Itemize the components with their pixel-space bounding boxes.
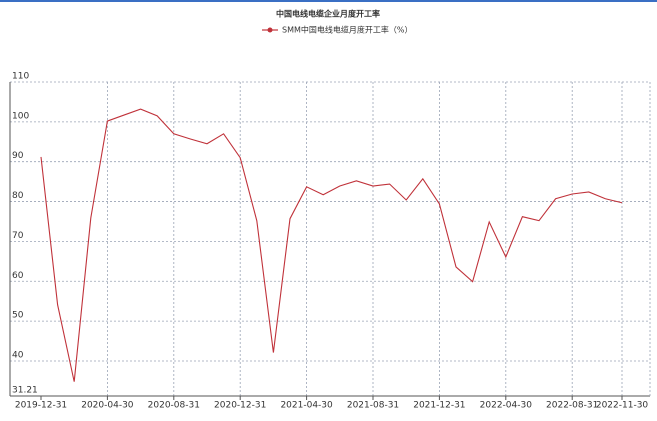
legend-label: SMM中国电线电缆月度开工率（%） [282, 25, 412, 35]
y-tick-label: 60 [12, 271, 24, 281]
x-tick-label: 2020-12-31 [214, 401, 266, 411]
chart-title: 中国电线电缆企业月度开工率 [276, 9, 380, 19]
y-tick-label: 90 [12, 151, 24, 161]
y-tick-label: 110 [12, 72, 29, 82]
y-tick-label: 100 [12, 111, 29, 121]
x-tick-label: 2019-12-31 [15, 401, 67, 411]
x-tick-label: 2021-08-31 [347, 401, 399, 411]
x-tick-label: 2022-08-31 [546, 401, 598, 411]
y-tick-label: 40 [12, 350, 24, 360]
y-tick-label: 80 [12, 191, 24, 201]
x-tick-label: 2022-11-30 [596, 401, 649, 411]
x-tick-label: 2021-12-31 [413, 401, 465, 411]
series-line [40, 108, 623, 382]
x-tick-label: 2022-04-30 [480, 401, 533, 411]
x-tick-label: 2021-04-30 [280, 401, 333, 411]
y-tick-label: 31.21 [12, 386, 38, 396]
legend-marker [267, 27, 273, 33]
x-tick-label: 2020-04-30 [81, 401, 134, 411]
y-tick-label: 70 [12, 231, 24, 241]
y-tick-label: 50 [12, 311, 24, 321]
x-tick-label: 2020-08-31 [148, 401, 200, 411]
